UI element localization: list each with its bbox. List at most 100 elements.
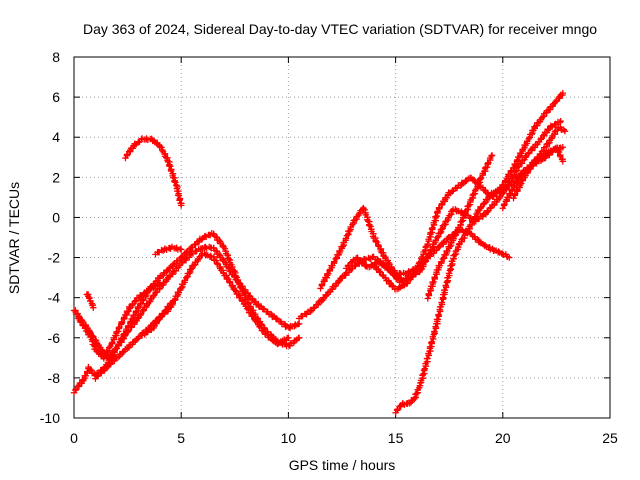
y-tick-label: -6 bbox=[48, 330, 61, 346]
data-point bbox=[559, 89, 567, 97]
data-point bbox=[471, 187, 479, 194]
y-tick-label: 2 bbox=[52, 169, 60, 185]
data-point bbox=[488, 152, 495, 160]
data-point bbox=[112, 354, 119, 362]
data-point bbox=[495, 187, 503, 194]
data-point bbox=[438, 226, 445, 233]
series-arc-b bbox=[70, 243, 303, 396]
data-point bbox=[557, 117, 564, 125]
data-point bbox=[171, 178, 178, 185]
data-point bbox=[178, 246, 185, 253]
axis-ticks bbox=[73, 56, 611, 419]
plot-frame bbox=[73, 56, 611, 419]
data-point bbox=[428, 338, 436, 345]
y-tick-label: 6 bbox=[52, 89, 60, 105]
y-tick-label: 0 bbox=[52, 209, 60, 225]
data-point bbox=[119, 349, 126, 356]
data-point bbox=[547, 122, 555, 130]
data-point bbox=[373, 238, 381, 246]
data-point bbox=[247, 309, 254, 316]
data-point bbox=[295, 334, 303, 341]
data-point bbox=[360, 205, 367, 213]
data-point bbox=[484, 160, 491, 167]
data-point bbox=[182, 249, 190, 256]
y-tick-label: -2 bbox=[48, 250, 61, 266]
data-point bbox=[451, 251, 459, 258]
series-arc-f bbox=[83, 291, 97, 311]
series-arc-a bbox=[122, 135, 185, 209]
data-point bbox=[120, 331, 127, 338]
data-point bbox=[389, 270, 396, 277]
data-point bbox=[495, 248, 502, 255]
data-point bbox=[480, 186, 488, 194]
data-point bbox=[207, 252, 214, 260]
data-point bbox=[418, 255, 425, 262]
data-point bbox=[430, 278, 437, 286]
data-point bbox=[559, 158, 567, 165]
x-tick-label: 15 bbox=[388, 430, 404, 446]
data-point bbox=[552, 98, 560, 105]
data-point bbox=[488, 152, 496, 159]
data-point bbox=[424, 295, 431, 302]
data-point bbox=[105, 344, 113, 351]
data-point bbox=[178, 202, 185, 209]
data-point bbox=[438, 258, 445, 265]
data-point bbox=[506, 254, 513, 261]
data-point bbox=[175, 192, 183, 199]
data-point bbox=[424, 240, 431, 248]
data-point bbox=[155, 285, 163, 293]
series-arc-d bbox=[92, 250, 292, 382]
data-point bbox=[435, 311, 442, 318]
data-point bbox=[431, 328, 438, 335]
data-point bbox=[561, 128, 569, 135]
data-point bbox=[486, 205, 494, 212]
data-point bbox=[169, 298, 176, 305]
data-point bbox=[436, 229, 444, 237]
data-point bbox=[331, 258, 338, 265]
data-point bbox=[86, 366, 94, 373]
data-point bbox=[187, 266, 195, 273]
series-arc-p bbox=[499, 144, 567, 212]
data-point bbox=[425, 290, 433, 298]
series-arc-g bbox=[141, 298, 176, 338]
x-tick-label: 5 bbox=[177, 430, 185, 446]
data-point bbox=[213, 260, 221, 267]
data-point bbox=[201, 232, 209, 240]
data-point bbox=[231, 268, 238, 275]
data-point bbox=[458, 218, 465, 225]
data-point bbox=[396, 283, 403, 290]
series-arc-l bbox=[370, 89, 567, 293]
y-tick-label: -4 bbox=[48, 290, 61, 306]
x-tick-label: 0 bbox=[70, 430, 78, 446]
x-tick-label: 25 bbox=[602, 430, 618, 446]
data-point bbox=[446, 243, 454, 250]
data-point bbox=[339, 243, 346, 250]
data-point bbox=[477, 175, 484, 182]
data-point bbox=[413, 390, 420, 397]
data-point bbox=[458, 208, 465, 215]
data-point bbox=[419, 371, 427, 378]
data-point bbox=[172, 179, 179, 186]
data-points bbox=[70, 89, 569, 416]
data-point bbox=[115, 324, 122, 332]
chart-title: Day 363 of 2024, Sidereal Day-to-day VTE… bbox=[83, 21, 597, 37]
data-point bbox=[169, 268, 177, 276]
series-arc-c bbox=[70, 230, 303, 362]
x-tick-label: 20 bbox=[495, 430, 511, 446]
data-point bbox=[90, 304, 97, 311]
data-point bbox=[167, 163, 174, 170]
series-arc-n bbox=[424, 152, 496, 302]
x-tick-label: 10 bbox=[281, 430, 297, 446]
data-point bbox=[366, 222, 373, 229]
series-arc-e bbox=[75, 280, 163, 362]
data-point bbox=[424, 355, 431, 362]
data-point bbox=[186, 270, 193, 277]
data-point bbox=[112, 346, 119, 353]
tick-labels: 0 5 10 15 20 25 -10 -8 -6 -4 -2 0 2 4 6 8 bbox=[40, 49, 618, 446]
series-arc-h bbox=[152, 243, 185, 258]
data-point bbox=[429, 224, 436, 231]
y-tick-label: -8 bbox=[48, 370, 61, 386]
data-point bbox=[225, 255, 232, 263]
y-tick-label: 8 bbox=[52, 49, 60, 65]
